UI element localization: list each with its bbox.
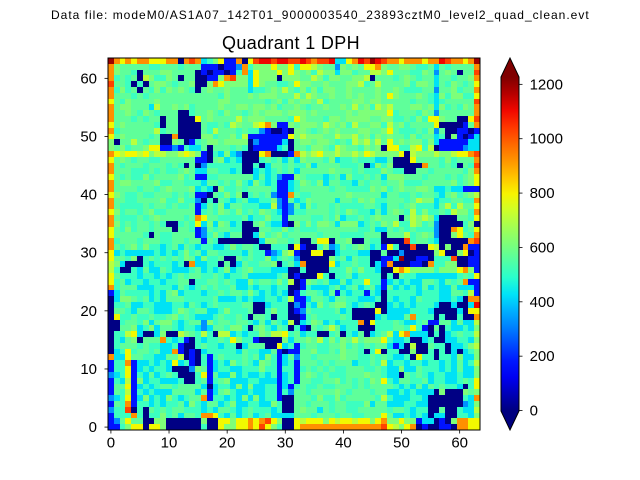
svg-text:Quadrant 1 DPH: Quadrant 1 DPH [222,33,360,53]
svg-text:60: 60 [80,70,97,87]
svg-text:50: 50 [80,128,97,145]
svg-text:30: 30 [277,435,294,452]
svg-text:0: 0 [89,419,97,436]
svg-text:40: 40 [80,187,97,204]
svg-text:400: 400 [530,294,555,311]
svg-text:20: 20 [80,303,97,320]
svg-text:20: 20 [219,435,236,452]
svg-text:1200: 1200 [530,76,563,93]
svg-text:0: 0 [530,403,538,420]
svg-text:0: 0 [107,435,115,452]
svg-text:800: 800 [530,185,555,202]
svg-text:200: 200 [530,348,555,365]
svg-text:40: 40 [335,435,352,452]
svg-text:60: 60 [451,435,468,452]
svg-text:600: 600 [530,239,555,256]
svg-text:10: 10 [80,361,97,378]
svg-text:10: 10 [161,435,178,452]
svg-text:1000: 1000 [530,131,563,148]
svg-text:50: 50 [393,435,410,452]
svg-text:Data file: modeM0/AS1A07_142T0: Data file: modeM0/AS1A07_142T01_90000035… [51,8,590,22]
svg-text:30: 30 [80,245,97,262]
